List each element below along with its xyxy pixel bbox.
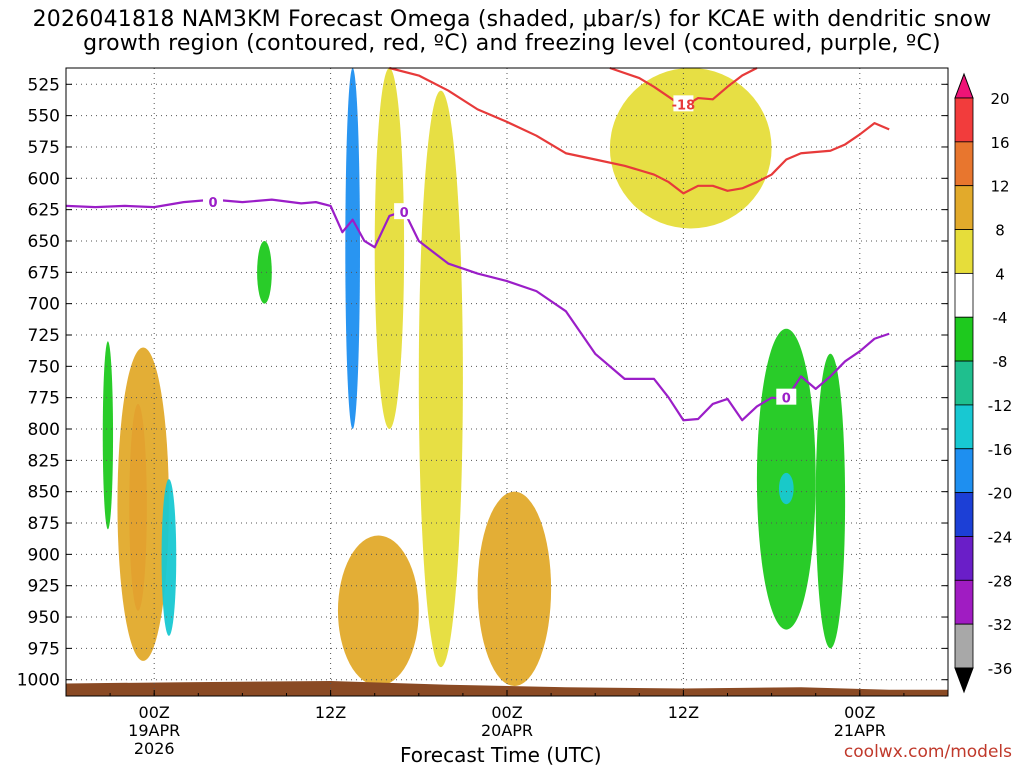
omega-feature-8	[418, 90, 463, 668]
x-axis-title: Forecast Time (UTC)	[400, 743, 602, 767]
omega-feature-5	[345, 68, 360, 430]
x-tick-sublabel-0-0: 19APR	[128, 721, 180, 740]
colorbar-label--28: -28	[988, 572, 1013, 590]
y-tick-label-600: 600	[28, 169, 60, 189]
x-tick-sublabel-4-0: 21APR	[834, 721, 886, 740]
colorbar-band-2	[954, 141, 974, 187]
colorbar-band-10	[954, 492, 974, 537]
axes-layer: 525 550 575 600 625 650 675 700 725 750 775 800 825 8…	[17, 75, 949, 758]
colorbar-label--20: -20	[988, 485, 1013, 503]
omega-shading-layer	[102, 68, 846, 686]
colorbar-label--8: -8	[993, 353, 1008, 371]
omega-feature-10	[609, 68, 772, 229]
contour-layer: 0 0 0 -18	[65, 66, 890, 422]
omega-feature-13	[815, 353, 846, 649]
y-tick-label-875: 875	[28, 514, 60, 534]
y-tick-label-750: 750	[28, 357, 60, 377]
y-tick-label-575: 575	[28, 138, 60, 158]
omega-feature-3	[102, 341, 114, 530]
dgz-label-bg	[673, 95, 694, 112]
freezing-level-label-2: 0	[400, 206, 409, 221]
colorbar-label-4: 4	[995, 265, 1005, 283]
x-tick-sublabel-2-0: 20APR	[481, 721, 533, 740]
colorbar-label--36: -36	[988, 660, 1013, 678]
y-tick-label-975: 975	[28, 639, 60, 659]
x-tick-label-1: 12Z	[315, 703, 346, 722]
grid-layer	[66, 68, 948, 696]
chart-title-line1: 2026041818 NAM3KM Forecast Omega (shaded…	[32, 7, 992, 32]
y-tick-label-550: 550	[28, 107, 60, 127]
colorbar-label-20: 20	[990, 90, 1009, 108]
y-tick-label-625: 625	[28, 201, 60, 221]
x-tick-sublabel-0-1: 2026	[134, 739, 175, 758]
freezing-level-label-1-bg	[203, 193, 223, 210]
colorbar-band-5	[954, 272, 974, 318]
freezing-level-label-2-bg	[394, 203, 415, 220]
x-tick-label-4: 00Z	[844, 703, 875, 722]
colorbar-band-11	[954, 536, 974, 581]
watermark: coolwx.com/models	[843, 742, 1012, 762]
y-tick-label-775: 775	[28, 389, 60, 409]
colorbar-band-4	[954, 229, 974, 274]
freezing-level-label-1: 0	[208, 196, 217, 211]
colorbar-label-16: 16	[990, 134, 1009, 152]
dgz-label: -18	[672, 98, 696, 113]
colorbar-band-9	[954, 448, 974, 494]
omega-feature-12	[778, 472, 794, 505]
omega-feature-6	[374, 68, 405, 430]
omega-feature-1	[117, 347, 169, 661]
colorbar-band-13	[954, 623, 974, 669]
colorbar-label-8: 8	[995, 222, 1005, 240]
colorbar-top-arrow	[954, 72, 974, 99]
colorbar-label--16: -16	[988, 441, 1013, 459]
y-tick-label-675: 675	[28, 263, 60, 283]
freezing-level-label-3: 0	[782, 392, 791, 407]
dgz-contour-line	[389, 66, 890, 195]
y-tick-label-925: 925	[28, 577, 60, 597]
colorbar-label--24: -24	[988, 528, 1013, 546]
y-tick-label-800: 800	[28, 420, 60, 440]
y-tick-label-950: 950	[28, 608, 60, 628]
colorbar-bottom-arrow	[954, 667, 974, 694]
omega-feature-7	[337, 535, 419, 686]
chart-title-line2: growth region (contoured, red, ºC) and f…	[83, 31, 941, 56]
y-tick-label-650: 650	[28, 232, 60, 252]
y-tick-label-850: 850	[28, 483, 60, 503]
colorbar-band-1	[954, 97, 974, 143]
colorbar-label--12: -12	[988, 397, 1013, 415]
colorbar-label--4: -4	[993, 309, 1008, 327]
y-tick-label-700: 700	[28, 295, 60, 315]
y-tick-label-1000: 1000	[17, 671, 60, 691]
colorbar-band-7	[954, 360, 974, 406]
colorbar-band-12	[954, 579, 974, 625]
omega-feature-9	[477, 491, 552, 686]
x-tick-label-0: 00Z	[139, 703, 170, 722]
colorbar-band-3	[954, 185, 974, 230]
colorbar-label-12: 12	[990, 178, 1009, 196]
x-tick-label-3: 12Z	[668, 703, 699, 722]
x-tick-label-2: 00Z	[491, 703, 522, 722]
colorbar: 20 16 12 8 4 -4 -8 -12 -16 -20 -24 -28 -32 -36	[954, 72, 1013, 694]
colorbar-band-6	[954, 316, 974, 362]
omega-feature-4	[257, 240, 272, 304]
colorbar-label--32: -32	[988, 616, 1013, 634]
freezing-level-label-3-bg	[776, 388, 797, 405]
y-tick-label-900: 900	[28, 545, 60, 565]
y-tick-label-825: 825	[28, 451, 60, 471]
y-tick-label-725: 725	[28, 326, 60, 346]
y-tick-label-525: 525	[28, 75, 60, 95]
colorbar-band-8	[954, 404, 974, 450]
omega-feature-2	[161, 479, 177, 636]
